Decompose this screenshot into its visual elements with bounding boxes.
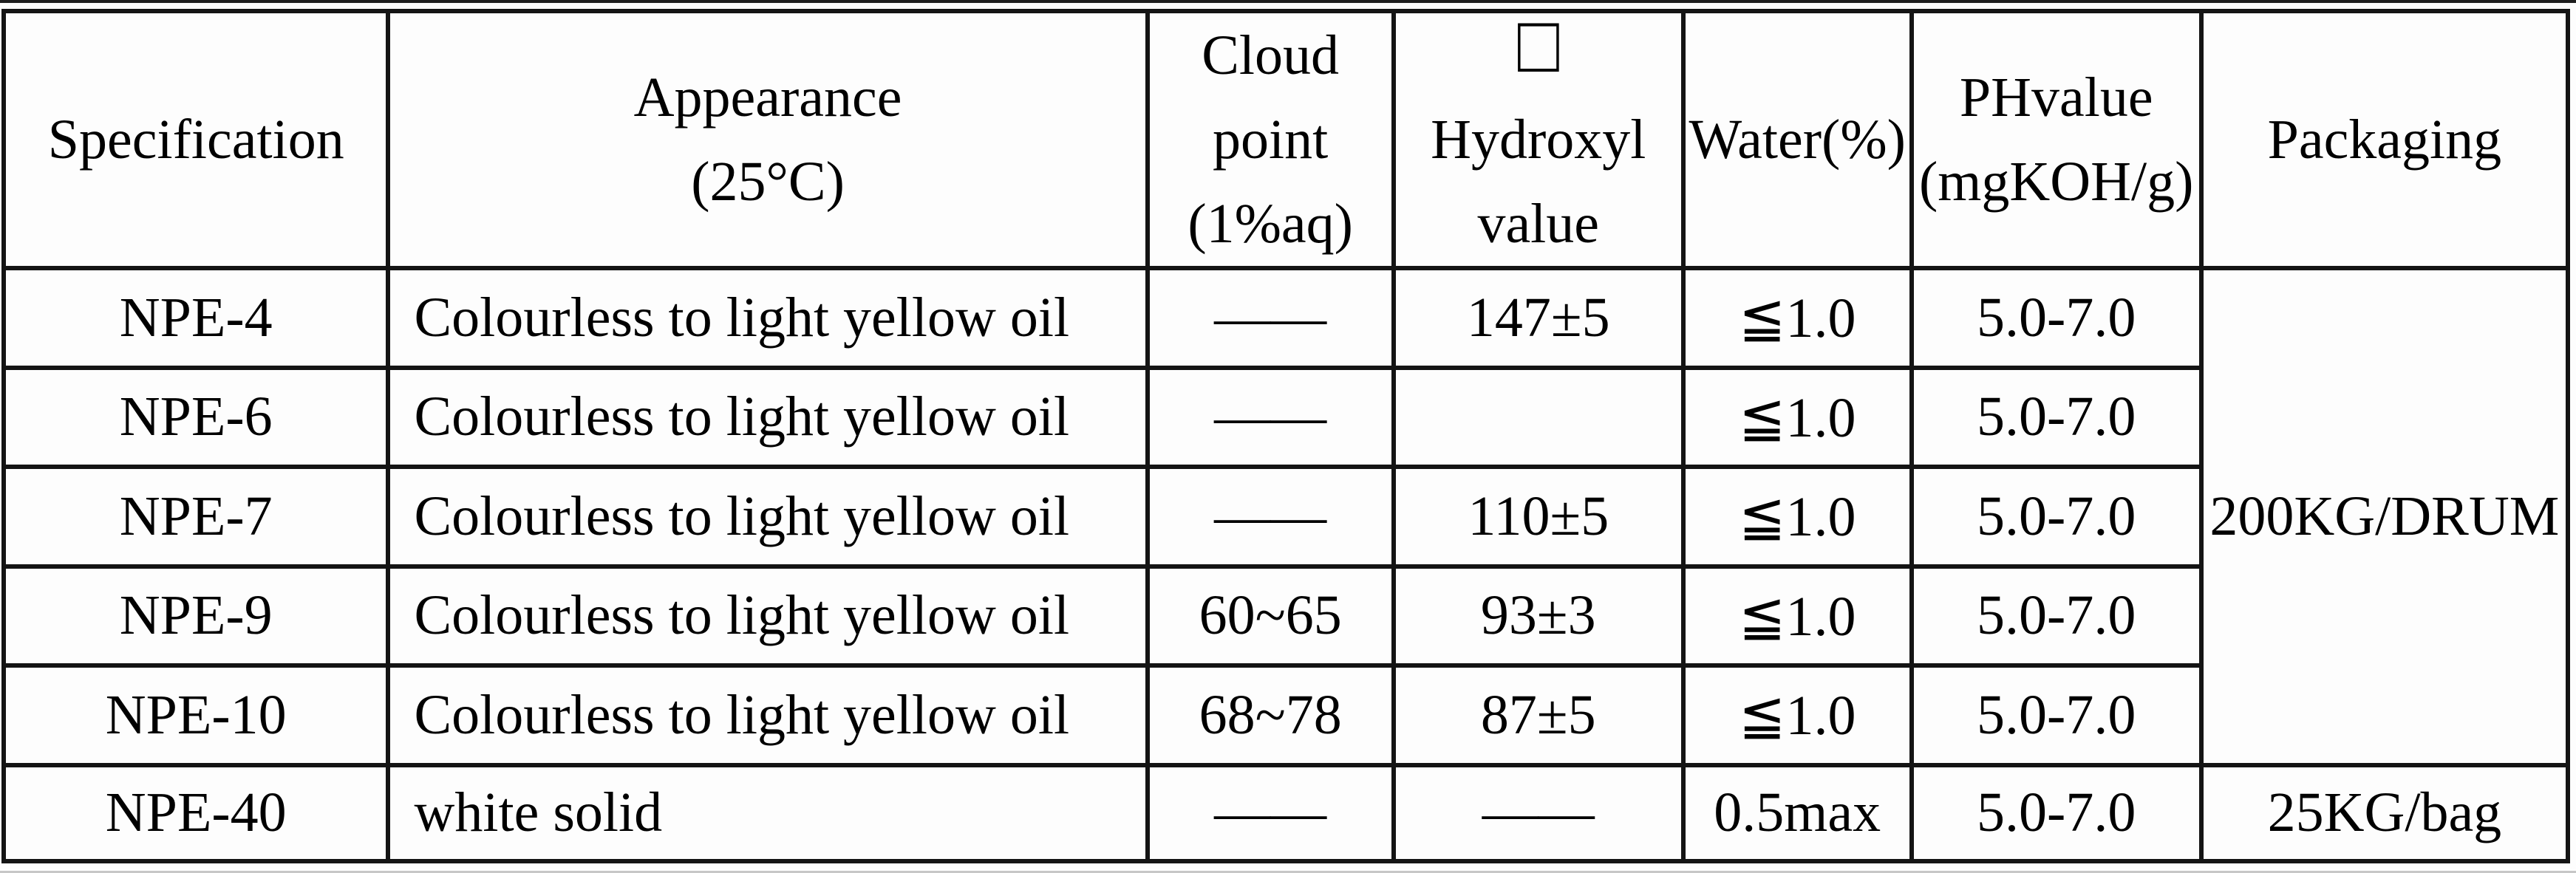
cell-cloud-point: 60~65 bbox=[1145, 564, 1396, 668]
cell-water: 0.5max bbox=[1680, 762, 1914, 864]
cell-cloud-point: 68~78 bbox=[1145, 663, 1396, 767]
header-appearance: Appearance (25°C) bbox=[386, 9, 1150, 270]
cell-cloud-point: —— bbox=[1145, 365, 1396, 470]
cell-spec: NPE-6 bbox=[1, 365, 391, 470]
cell-appearance: white solid bbox=[386, 762, 1150, 864]
header-line: Hydroxyl bbox=[1431, 109, 1646, 171]
spec-table: Specification Appearance (25°C) Cloud po… bbox=[1, 9, 2571, 864]
header-cloud-point: Cloud point (1%aq) bbox=[1145, 9, 1396, 270]
cell-spec: NPE-10 bbox=[1, 663, 391, 767]
cell-ph-value: 5.0-7.0 bbox=[1909, 762, 2204, 864]
cell-hydroxyl-value: 87±5 bbox=[1391, 663, 1686, 767]
header-line: Appearance bbox=[633, 66, 902, 129]
cell-water: ≦1.0 bbox=[1680, 266, 1914, 370]
header-hydroxyl-value: □ Hydroxyl value bbox=[1391, 9, 1686, 270]
cell-hydroxyl-value: —— bbox=[1391, 762, 1686, 864]
cell-hydroxyl-value: 147±5 bbox=[1391, 266, 1686, 370]
cell-cloud-point: —— bbox=[1145, 762, 1396, 864]
header-line: (25°C) bbox=[691, 151, 845, 213]
cell-water: ≦1.0 bbox=[1680, 365, 1914, 470]
table-row-npe-7: NPE-7 Colourless to light yellow oil —— … bbox=[1, 465, 2568, 569]
cell-spec: NPE-4 bbox=[1, 266, 391, 370]
header-line: point bbox=[1213, 109, 1329, 171]
header-line: Packaging bbox=[2267, 109, 2502, 171]
table-row-npe-40: NPE-40 white solid —— —— 0.5max 5.0-7.0 … bbox=[1, 762, 2571, 864]
table-row-npe-6: NPE-6 Colourless to light yellow oil —— … bbox=[1, 365, 2568, 470]
table-row-npe-9: NPE-9 Colourless to light yellow oil 60~… bbox=[1, 564, 2568, 668]
header-line: PHvalue bbox=[1959, 66, 2153, 129]
cell-ph-value: 5.0-7.0 bbox=[1909, 663, 2204, 767]
cell-cloud-point: —— bbox=[1145, 465, 1396, 569]
cell-appearance: Colourless to light yellow oil bbox=[386, 564, 1150, 668]
cell-appearance: Colourless to light yellow oil bbox=[386, 266, 1150, 370]
cell-appearance: Colourless to light yellow oil bbox=[386, 465, 1150, 569]
cell-water: ≦1.0 bbox=[1680, 663, 1914, 767]
header-line: Specification bbox=[47, 109, 344, 171]
cell-spec: NPE-7 bbox=[1, 465, 391, 569]
cell-ph-value: 5.0-7.0 bbox=[1909, 465, 2204, 569]
cell-packaging-drum: 200KG/DRUM bbox=[2198, 266, 2571, 767]
header-line: (mgKOH/g) bbox=[1918, 151, 2194, 213]
top-edge-line bbox=[0, 0, 2576, 3]
header-line: Cloud bbox=[1202, 24, 1340, 86]
cell-spec: NPE-9 bbox=[1, 564, 391, 668]
header-line: value bbox=[1477, 193, 1600, 255]
header-line: Water(%) bbox=[1689, 109, 1906, 171]
cell-hydroxyl-value: 110±5 bbox=[1391, 465, 1686, 569]
header-specification: Specification bbox=[1, 9, 391, 270]
cell-ph-value: 5.0-7.0 bbox=[1909, 564, 2204, 668]
table-row-npe-4: NPE-4 Colourless to light yellow oil —— … bbox=[1, 266, 2571, 767]
missing-glyph-box: □ bbox=[1517, 11, 1559, 90]
cell-water: ≦1.0 bbox=[1680, 465, 1914, 569]
header-row: Specification Appearance (25°C) Cloud po… bbox=[1, 9, 2571, 270]
spec-table-container: Specification Appearance (25°C) Cloud po… bbox=[1, 9, 2571, 864]
bottom-edge-line bbox=[0, 871, 2576, 873]
cell-ph-value: 5.0-7.0 bbox=[1909, 365, 2204, 470]
header-packaging: Packaging bbox=[2198, 9, 2571, 270]
cell-appearance: Colourless to light yellow oil bbox=[386, 663, 1150, 767]
cell-water: ≦1.0 bbox=[1680, 564, 1914, 668]
cell-packaging-bag: 25KG/bag bbox=[2198, 762, 2571, 864]
table-row-npe-10: NPE-10 Colourless to light yellow oil 68… bbox=[1, 663, 2568, 767]
cell-hydroxyl-value bbox=[1391, 365, 1686, 470]
cell-ph-value: 5.0-7.0 bbox=[1909, 266, 2204, 370]
header-ph-value: PHvalue (mgKOH/g) bbox=[1909, 9, 2204, 270]
cell-appearance: Colourless to light yellow oil bbox=[386, 365, 1150, 470]
cell-cloud-point: —— bbox=[1145, 266, 1396, 370]
header-water: Water(%) bbox=[1680, 9, 1914, 270]
header-line: (1%aq) bbox=[1188, 193, 1353, 255]
cell-spec: NPE-40 bbox=[1, 762, 391, 864]
cell-hydroxyl-value: 93±3 bbox=[1391, 564, 1686, 668]
